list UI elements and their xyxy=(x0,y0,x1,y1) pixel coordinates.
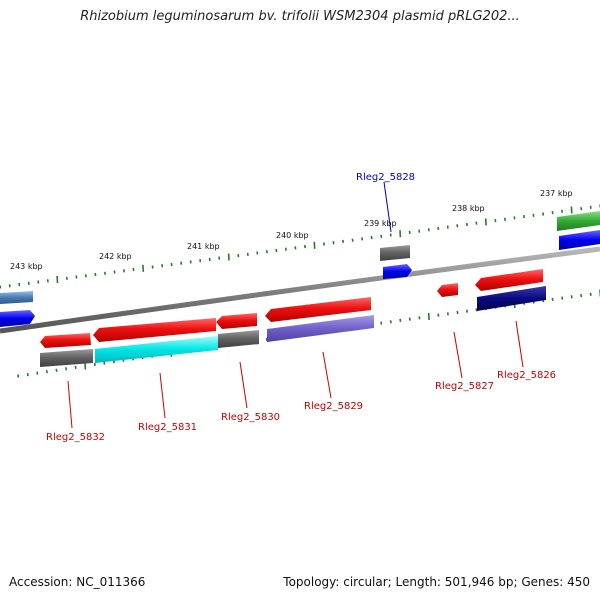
ruler-label-241: 241 kbp xyxy=(187,242,220,251)
cog-feature-green-right[interactable] xyxy=(557,211,600,231)
gene-rleg2-5829-cds[interactable] xyxy=(265,297,371,322)
ruler-label-243: 243 kbp xyxy=(10,262,43,271)
gene-label-rleg2-5827[interactable]: Rleg2_5827 xyxy=(435,381,494,392)
leader-line-5827 xyxy=(453,331,463,379)
ruler-label-239: 239 kbp xyxy=(364,219,397,228)
ruler-label-240: 240 kbp xyxy=(276,231,309,240)
map-title: Rhizobium leguminosarum bv. trifolii WSM… xyxy=(80,9,520,24)
ruler-label-237: 237 kbp xyxy=(540,189,573,198)
gene-rleg2-5831-cog[interactable] xyxy=(95,336,218,363)
cog-feature-steel[interactable] xyxy=(0,291,33,304)
gene-rleg2-5828-cog[interactable] xyxy=(380,245,410,261)
gene-label-rleg2-5831[interactable]: Rleg2_5831 xyxy=(138,422,197,433)
cog-feature-blue-right[interactable] xyxy=(559,230,600,250)
gene-label-rleg2-5830[interactable]: Rleg2_5830 xyxy=(221,412,280,423)
gene-rleg2-5831-cds[interactable] xyxy=(93,318,216,342)
gene-rleg2-5826-cog[interactable] xyxy=(477,286,546,311)
leader-line-5831 xyxy=(159,372,166,419)
ruler-label-242: 242 kbp xyxy=(99,252,132,261)
gene-rleg2-5830-cog[interactable] xyxy=(218,330,259,348)
leader-line-5828 xyxy=(383,181,392,233)
backbone-arc xyxy=(0,246,600,334)
gene-label-rleg2-5832[interactable]: Rleg2_5832 xyxy=(46,432,105,443)
genome-summary-text: Topology: circular; Length: 501,946 bp; … xyxy=(283,575,590,589)
leader-line-5826 xyxy=(515,320,524,368)
cog-feature-blue-left[interactable] xyxy=(0,310,35,327)
outer-tick-ring xyxy=(0,204,600,289)
leader-line-5829 xyxy=(322,351,332,399)
gene-label-rleg2-5828[interactable]: Rleg2_5828 xyxy=(356,172,415,183)
gene-rleg2-5832-cds[interactable] xyxy=(40,333,91,348)
gene-rleg2-5829-cog[interactable] xyxy=(267,315,374,342)
accession-text: Accession: NC_011366 xyxy=(9,575,146,589)
gene-rleg2-5832-cog[interactable] xyxy=(40,349,93,367)
gene-rleg2-5828-cds[interactable] xyxy=(383,264,412,279)
leader-line-5832 xyxy=(67,380,73,429)
ruler-label-238: 238 kbp xyxy=(452,204,485,213)
gene-rleg2-5830-cds[interactable] xyxy=(216,313,257,329)
leader-line-5830 xyxy=(239,361,248,409)
gene-label-rleg2-5826[interactable]: Rleg2_5826 xyxy=(497,370,556,381)
gene-label-rleg2-5829[interactable]: Rleg2_5829 xyxy=(304,401,363,412)
gene-rleg2-5827-cds[interactable] xyxy=(437,283,458,297)
gene-rleg2-5826-cds[interactable] xyxy=(475,269,543,291)
